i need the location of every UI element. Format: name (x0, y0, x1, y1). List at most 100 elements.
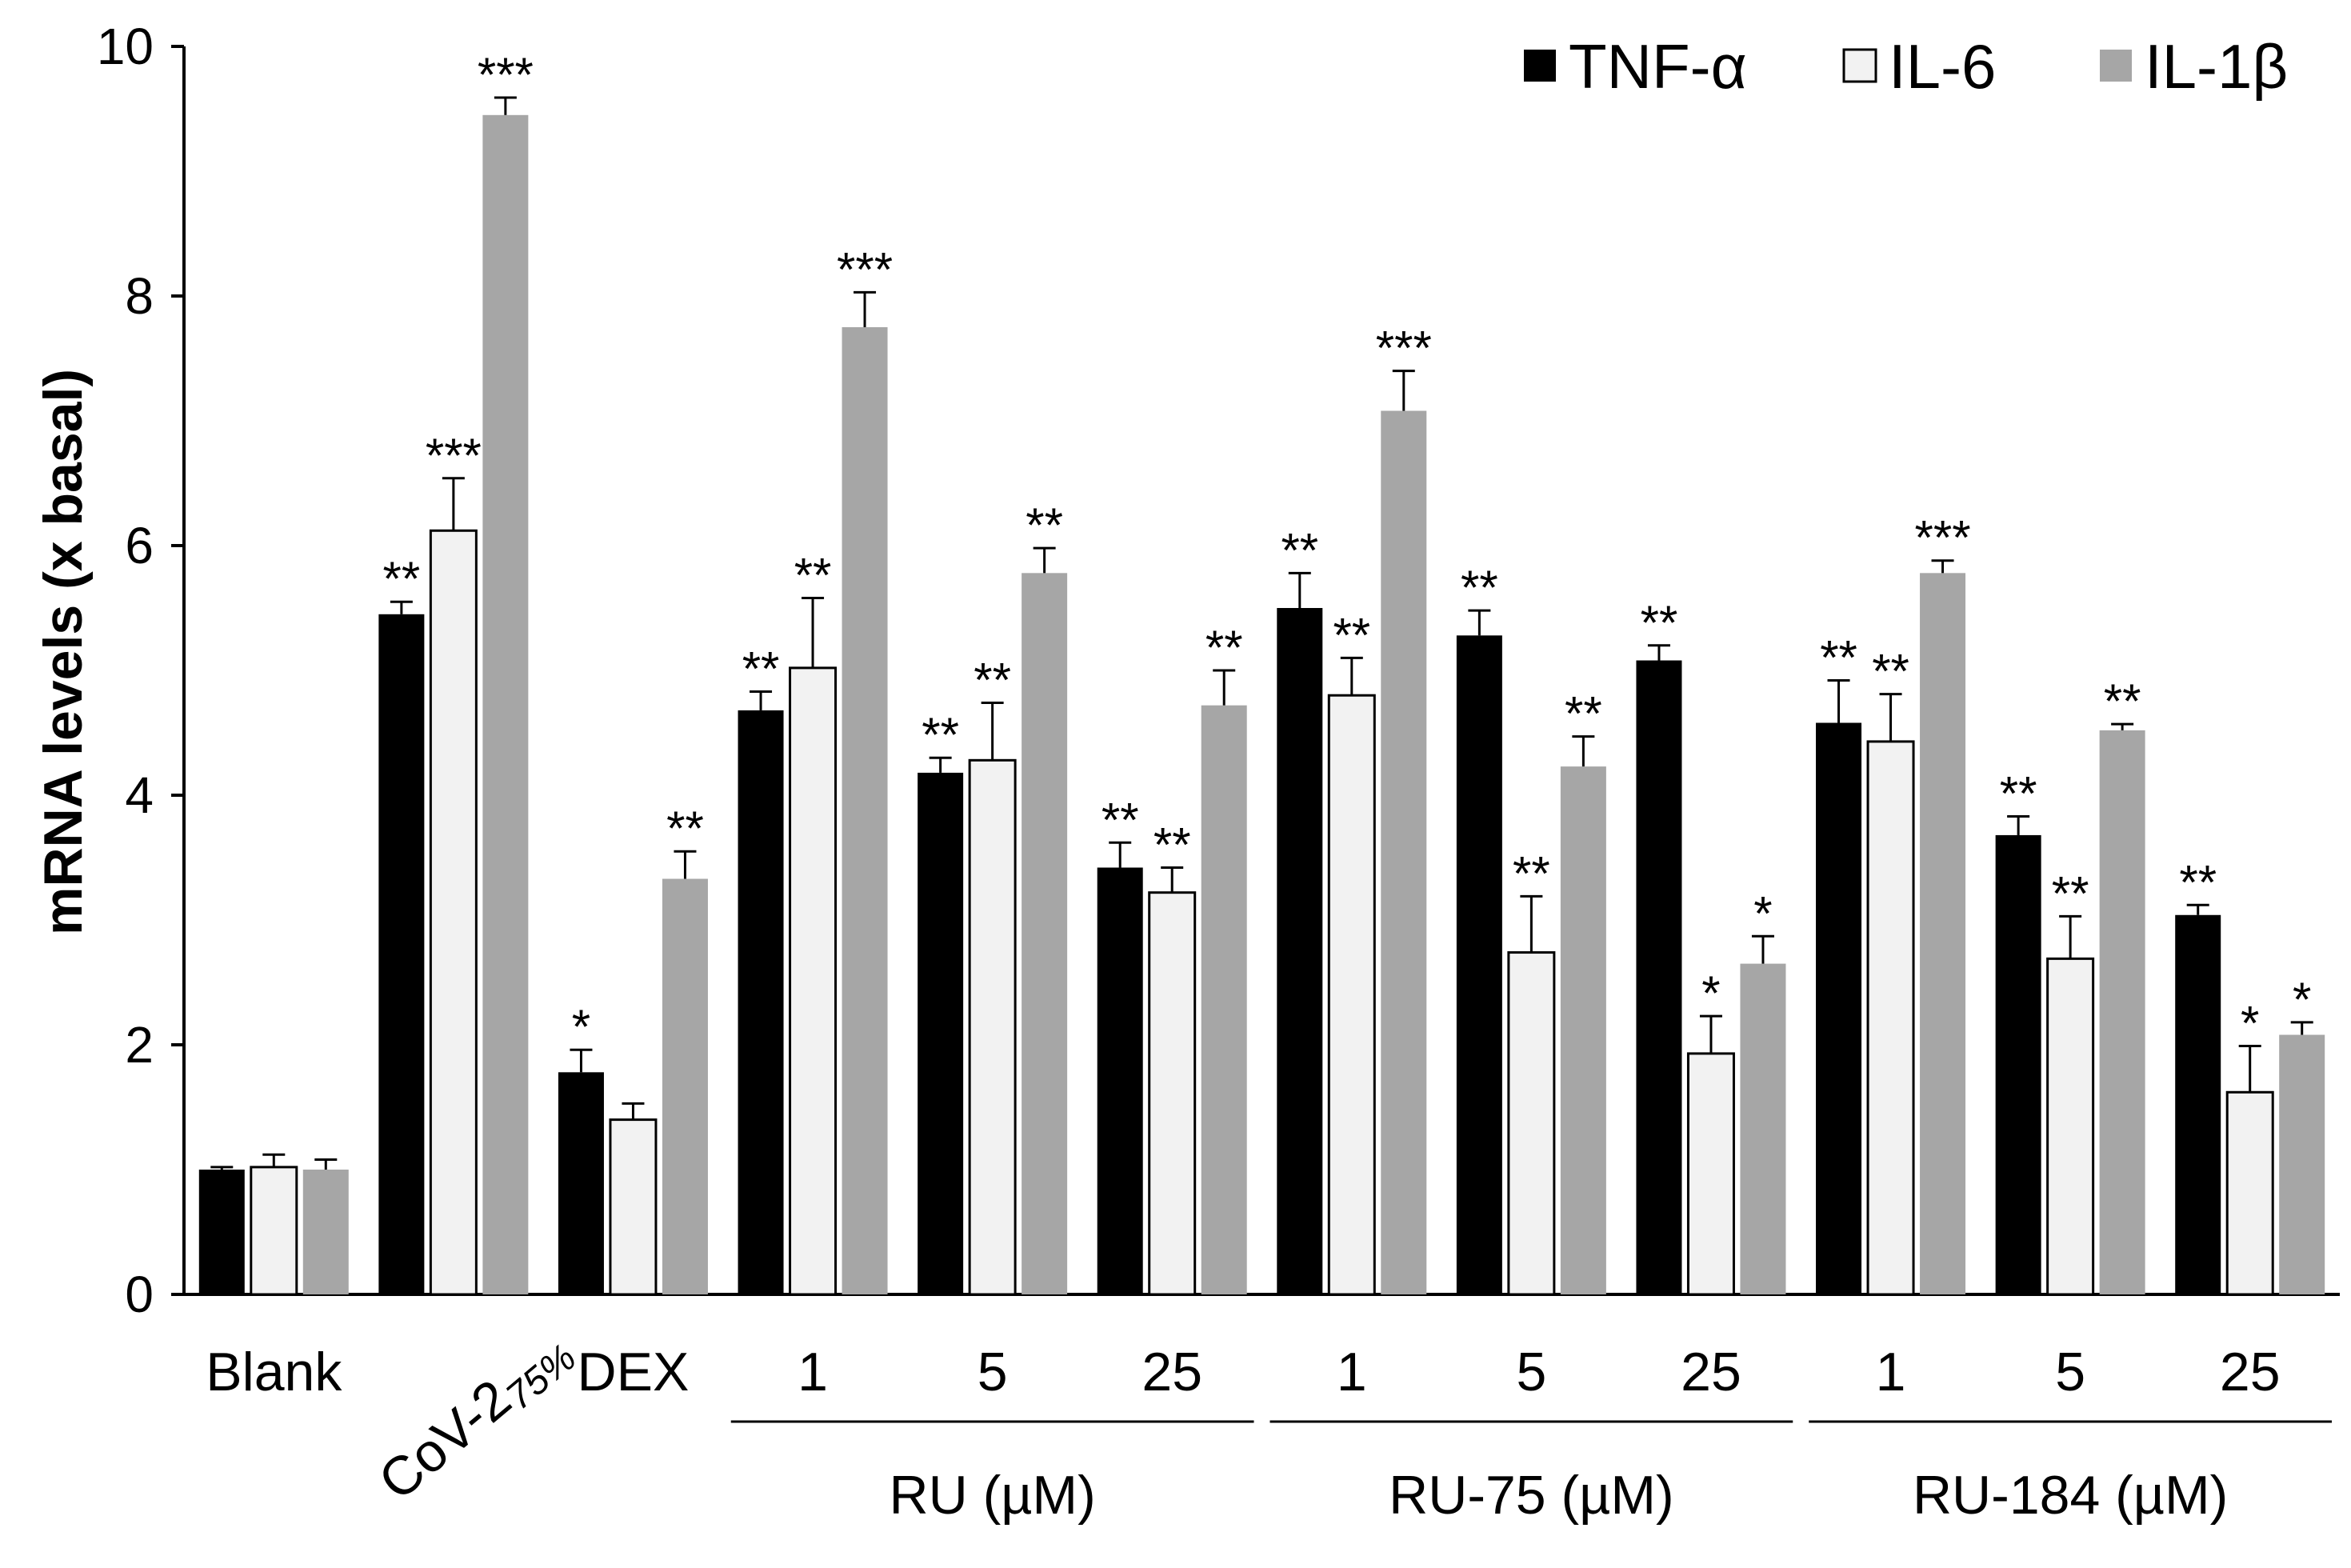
category-label: CoV-275% (367, 1318, 584, 1515)
significance-label: ** (2179, 855, 2217, 909)
y-axis-label: mRNA levels (x basal) (33, 369, 94, 935)
significance-label: ** (1872, 645, 1909, 698)
significance-label: ** (2104, 674, 2141, 728)
significance-label: ** (1102, 793, 1139, 846)
category-label: 1 (798, 1342, 828, 1402)
bar (378, 614, 425, 1294)
category-label: 25 (2220, 1342, 2281, 1402)
bar (789, 666, 838, 1296)
significance-label: ** (2000, 767, 2037, 821)
significance-label: * (1753, 886, 1772, 940)
bar (1740, 963, 1786, 1294)
group-label: RU (µM) (890, 1465, 1096, 1526)
category-label: 1 (1337, 1342, 1367, 1402)
bar (968, 758, 1017, 1296)
category-label: 5 (2055, 1342, 2085, 1402)
bar (482, 114, 529, 1294)
bar (1277, 608, 1323, 1294)
y-tick-label: 4 (125, 766, 154, 824)
significance-label: ** (383, 552, 421, 606)
bar (662, 878, 708, 1294)
axes: 0 2 4 6 8 10 (97, 18, 2340, 1323)
significance-label: ** (1641, 596, 1678, 650)
significance-label: ** (742, 642, 780, 696)
y-tick-label: 6 (125, 517, 154, 574)
significance-label: ** (666, 802, 704, 855)
bar (1327, 694, 1376, 1296)
legend: TNF-α IL-6 IL-1β (1524, 31, 2288, 102)
significance-label: ** (1565, 687, 1602, 741)
bar (918, 772, 964, 1294)
significance-label: *** (1915, 511, 1971, 565)
group-label: RU-75 (µM) (1389, 1465, 1674, 1526)
category-labels: Blank CoV-275%DEX 1 5 25 1 5 25 1 5 25 RU (µM) RU-75… (206, 1318, 2332, 1526)
legend-swatch (1842, 48, 1877, 83)
category-label: 25 (1681, 1342, 1741, 1402)
significance-label: ** (1154, 818, 1191, 871)
y-tick-label: 8 (125, 267, 154, 325)
bar (1148, 891, 1197, 1296)
legend-label: IL-1β (2145, 31, 2288, 102)
bar (2099, 730, 2145, 1294)
category-label: DEX (578, 1342, 690, 1402)
significance-label: ** (1205, 621, 1243, 674)
bar (302, 1170, 349, 1294)
bars: ************************** **************… (198, 48, 2325, 1296)
bar (1920, 573, 1966, 1294)
bar (2175, 914, 2221, 1294)
significance-label: * (1701, 966, 1720, 1020)
significance-label: ** (1513, 846, 1550, 900)
y-tick-label: 2 (125, 1016, 154, 1074)
significance-label: ** (1026, 498, 1063, 552)
bar (2279, 1034, 2325, 1294)
group-label: RU-184 (µM) (1913, 1465, 2228, 1526)
significance-label: ** (1461, 561, 1498, 614)
bar (1456, 635, 1502, 1294)
bar (1636, 660, 1682, 1294)
bar (1816, 722, 1862, 1294)
significance-label: * (572, 1000, 590, 1054)
bar (1201, 705, 1247, 1294)
significance-label: *** (478, 48, 534, 102)
bar (558, 1072, 604, 1294)
bar (609, 1118, 658, 1296)
legend-label: IL-6 (1889, 31, 1996, 102)
bar (429, 529, 478, 1296)
category-label: Blank (206, 1342, 342, 1402)
category-label: 25 (1142, 1342, 1202, 1402)
y-tick-label: 10 (97, 18, 154, 75)
category-label: 5 (978, 1342, 1008, 1402)
bar (1686, 1052, 1735, 1296)
bar (1097, 867, 1143, 1294)
bar (198, 1170, 245, 1294)
bar (1995, 834, 2041, 1294)
category-label: 5 (1516, 1342, 1546, 1402)
legend-swatch (2100, 50, 2132, 82)
significance-label: ** (974, 654, 1011, 707)
bar (1022, 573, 1068, 1294)
significance-label: ** (794, 549, 832, 602)
bar (250, 1166, 298, 1296)
bar (1507, 951, 1556, 1296)
significance-label: *** (1376, 322, 1432, 375)
y-tick-label: 0 (125, 1266, 154, 1323)
significance-label: ** (1333, 608, 1370, 662)
bar (1866, 740, 1915, 1296)
significance-label: ** (1820, 630, 1857, 684)
significance-label: ** (922, 708, 959, 762)
significance-label: *** (837, 242, 893, 296)
bar (1560, 766, 1606, 1294)
bar (1381, 410, 1427, 1294)
legend-label: TNF-α (1569, 31, 1747, 102)
significance-label: *** (426, 429, 482, 482)
category-label: 1 (1876, 1342, 1906, 1402)
significance-label: ** (1281, 523, 1318, 577)
legend-swatch (1524, 50, 1556, 82)
bar (842, 327, 888, 1294)
significance-label: * (2293, 973, 2311, 1026)
bar (738, 710, 784, 1294)
significance-label: * (2241, 997, 2259, 1050)
bar (2225, 1090, 2274, 1296)
bar (2046, 957, 2095, 1296)
